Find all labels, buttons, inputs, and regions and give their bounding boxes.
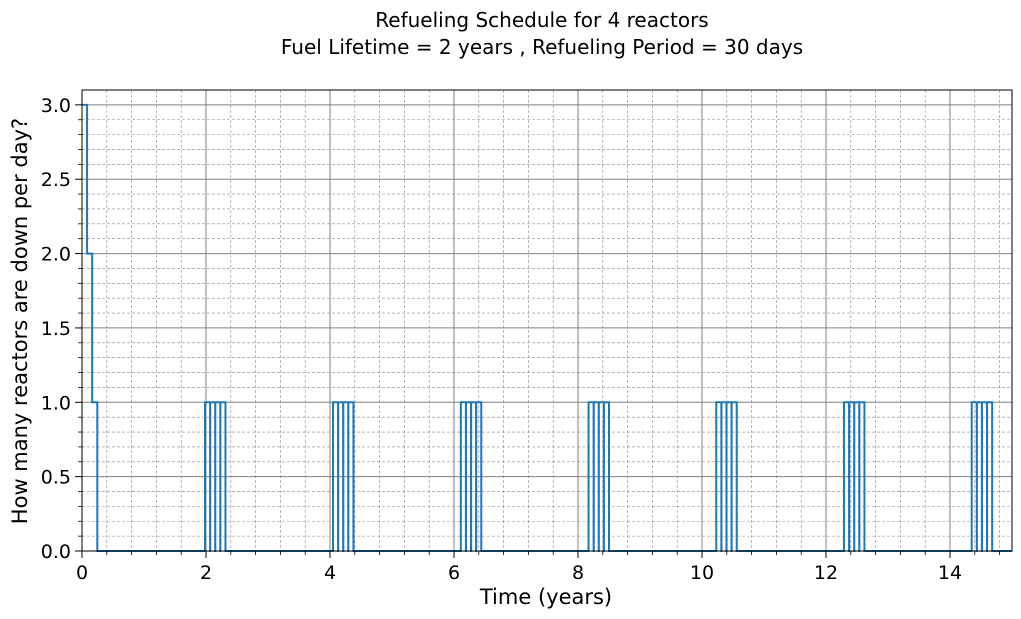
plot-frame: [81, 89, 1013, 552]
y-axis-label: How many reactors are down per day?: [8, 118, 32, 524]
x-tick-label: 12: [814, 562, 838, 584]
y-tick-label: 0.5: [41, 467, 71, 489]
x-tick-label: 4: [324, 562, 336, 584]
y-tick-label: 0.0: [41, 541, 71, 563]
title-line-2: Fuel Lifetime = 2 years , Refueling Peri…: [281, 35, 803, 59]
x-tick-label: 14: [938, 562, 962, 584]
x-tick-label: 10: [690, 562, 714, 584]
y-tick-label: 1.5: [41, 318, 71, 340]
x-tick-label: 6: [448, 562, 460, 584]
y-tick-label: 2.5: [41, 169, 71, 191]
title-line-1: Refueling Schedule for 4 reactors: [375, 8, 708, 32]
x-tick-label: 0: [76, 562, 88, 584]
ticks: [75, 104, 1000, 558]
x-axis-label: Time (years): [479, 585, 612, 609]
x-tick-label: 2: [200, 562, 212, 584]
series-line: [82, 103, 1012, 552]
major-grid: [82, 90, 1012, 551]
chart-title: Refueling Schedule for 4 reactors Fuel L…: [281, 8, 803, 59]
y-tick-label: 3.0: [41, 95, 71, 117]
minor-grid: [82, 90, 1012, 551]
y-tick-label: 1.0: [41, 392, 71, 414]
y-tick-labels: 0.0 0.5 1.0 1.5 2.0 2.5 3.0: [41, 95, 71, 563]
data-layer: [82, 103, 1012, 552]
x-tick-labels: 0 2 4 6 8 10 12 14: [76, 562, 962, 584]
y-tick-label: 2.0: [41, 244, 71, 266]
x-tick-label: 8: [572, 562, 584, 584]
